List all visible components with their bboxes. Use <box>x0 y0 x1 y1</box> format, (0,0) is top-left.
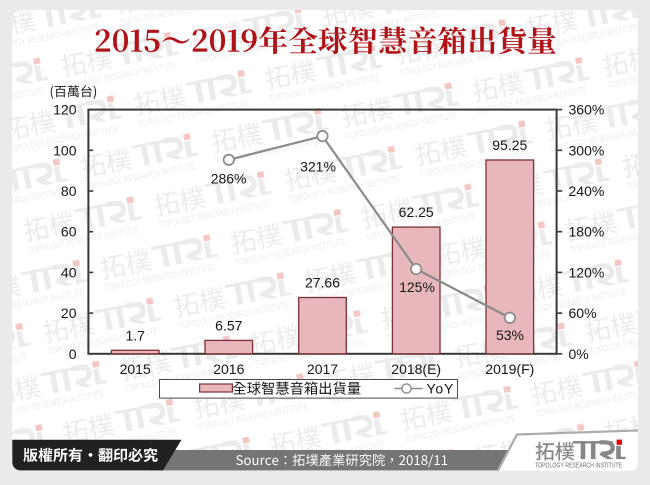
svg-text:53%: 53% <box>496 327 524 343</box>
svg-text:240%: 240% <box>569 183 605 199</box>
svg-text:80: 80 <box>61 183 77 199</box>
svg-text:0: 0 <box>69 346 77 362</box>
svg-text:YoY: YoY <box>427 381 455 397</box>
svg-text:60: 60 <box>61 224 77 240</box>
svg-text:286%: 286% <box>211 171 247 187</box>
svg-text:120%: 120% <box>569 264 605 280</box>
svg-text:120: 120 <box>53 102 77 118</box>
svg-text:6.57: 6.57 <box>215 317 242 333</box>
svg-text:2018(E): 2018(E) <box>391 361 441 377</box>
svg-text:360%: 360% <box>569 102 605 118</box>
svg-text:2017: 2017 <box>307 361 338 377</box>
svg-text:TOPOLOGY RESEARCH INSTITUTE: TOPOLOGY RESEARCH INSTITUTE <box>535 462 622 469</box>
svg-text:2015: 2015 <box>120 361 151 377</box>
svg-text:20: 20 <box>61 305 77 321</box>
svg-text:321%: 321% <box>300 159 336 175</box>
svg-text:125%: 125% <box>399 279 435 295</box>
svg-text:2019(F): 2019(F) <box>485 361 534 377</box>
svg-text:62.25: 62.25 <box>399 204 434 220</box>
svg-text:40: 40 <box>61 264 77 280</box>
svg-text:27.66: 27.66 <box>305 275 340 291</box>
svg-text:60%: 60% <box>569 305 597 321</box>
svg-text:2016: 2016 <box>213 361 244 377</box>
svg-text:100: 100 <box>53 142 77 158</box>
svg-text:1.7: 1.7 <box>125 327 145 343</box>
svg-text:95.25: 95.25 <box>492 137 527 153</box>
svg-text:180%: 180% <box>569 224 605 240</box>
svg-text:0%: 0% <box>569 346 589 362</box>
svg-text:300%: 300% <box>569 142 605 158</box>
